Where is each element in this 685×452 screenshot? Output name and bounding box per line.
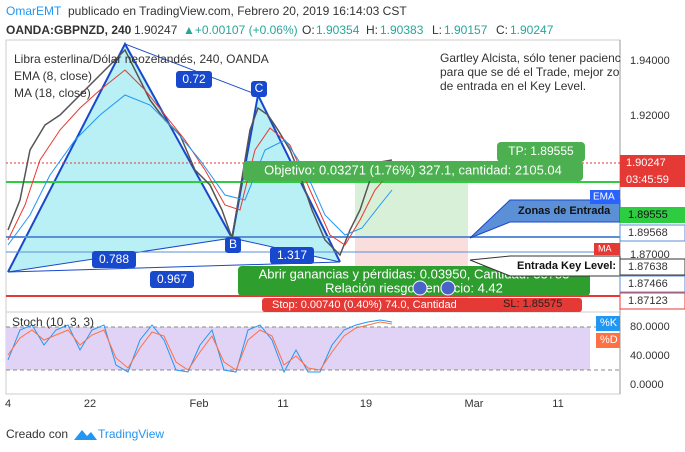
- change: ▲+0.00107 (+0.06%): [183, 23, 298, 37]
- label-box: [270, 247, 314, 264]
- point-b: B: [229, 237, 237, 251]
- last: 1.90247: [134, 23, 178, 37]
- note-line: de entrada en el Key Level.: [440, 79, 586, 93]
- key-callout: [469, 255, 621, 277]
- countdown: 03:45:59: [626, 174, 669, 186]
- last-tag: [620, 155, 685, 187]
- footer-brand[interactable]: TradingView: [98, 427, 164, 441]
- target-box: [243, 161, 583, 181]
- d-tag-box: [596, 333, 620, 348]
- price-tick: 1.92000: [630, 110, 670, 122]
- legend-pair: Libra esterlina/Dólar neozelandés, 240, …: [14, 52, 269, 66]
- point-c: C: [255, 81, 264, 95]
- pattern-xab: [8, 44, 232, 272]
- symbol: OANDA:GBPNZD, 240: [6, 23, 132, 37]
- tag: [619, 292, 685, 310]
- x-tick: Feb: [190, 398, 209, 410]
- ema-tag: EMA: [593, 192, 615, 203]
- price-tick: 1.87000: [630, 249, 670, 261]
- tp-box: [497, 142, 585, 162]
- price-tick: 1.89555: [628, 209, 668, 221]
- tag: [619, 275, 685, 293]
- brand-icon: [74, 430, 97, 440]
- label-box: [92, 251, 136, 268]
- sl-label: SL: 1.85575: [503, 298, 562, 310]
- h: 1.90383: [380, 23, 424, 37]
- x-tick: 11: [277, 398, 288, 410]
- user[interactable]: OmarEMT: [6, 4, 62, 18]
- icon[interactable]: [412, 280, 428, 296]
- zones-label: Zonas de Entrada: [518, 205, 611, 217]
- ema-tag-box: [590, 190, 620, 204]
- h-label: H:: [366, 23, 378, 37]
- price-tick: 1.94000: [630, 55, 670, 67]
- ratio-xb: 0.788: [99, 252, 129, 266]
- x-tick: 11: [552, 398, 563, 410]
- ma-tag-box: [594, 243, 620, 255]
- ma-tag: MA: [598, 243, 612, 253]
- pnl-label: Abrir ganancias y pérdidas: 0.03950, Can…: [259, 266, 570, 281]
- note-line: para que se dé el Trade, mejor zo: [440, 65, 620, 79]
- target-label: Objetivo: 0.03271 (1.76%) 327.1, cantida…: [264, 162, 562, 177]
- label-box: [150, 271, 194, 288]
- legend-ma: MA (18, close): [14, 86, 91, 100]
- k-tag: %K: [600, 317, 618, 329]
- published: publicado en TradingView.com, Febrero 20…: [68, 4, 407, 18]
- stoch-tick: 80.0000: [630, 321, 670, 333]
- label-box: [225, 237, 241, 253]
- pnl-box: [238, 266, 590, 296]
- c-label: C:: [496, 23, 508, 37]
- icon[interactable]: [440, 280, 456, 296]
- stoch-tick: 0.0000: [630, 379, 664, 391]
- o-label: O:: [302, 23, 315, 37]
- x-tick: 19: [360, 398, 372, 410]
- footer-made: Creado con: [6, 427, 68, 441]
- ratio-xd: 0.967: [157, 272, 187, 286]
- x-tick: Mar: [465, 398, 484, 410]
- label-box: [176, 71, 212, 88]
- price-tick: 1.87466: [628, 278, 668, 290]
- ratio-bc: 1.317: [277, 248, 307, 262]
- stoch-title: Stoch (10, 3, 3): [12, 315, 94, 329]
- pattern-ac: [124, 43, 259, 96]
- note-line: Gartley Alcista, sólo tener pacienc: [440, 51, 621, 65]
- price-line: [7, 48, 393, 257]
- tp-tag: [620, 207, 685, 223]
- k-tag-box: [596, 316, 620, 331]
- ma-line: [7, 94, 393, 246]
- d-tag: %D: [600, 334, 618, 346]
- stoch-d: [7, 321, 393, 371]
- l-label: L:: [432, 23, 442, 37]
- o: 1.90354: [316, 23, 360, 37]
- last-price: 1.90247: [626, 157, 666, 169]
- tp-label: TP: 1.89555: [508, 144, 574, 158]
- key-label: Entrada Key Level:: [517, 260, 616, 272]
- ema-line: [7, 69, 393, 246]
- stop-label: Stop: 0.00740 (0.40%) 74.0, Cantidad: [272, 299, 457, 311]
- stop-box: [262, 298, 582, 312]
- l: 1.90157: [444, 23, 488, 37]
- label-box: [251, 81, 267, 97]
- price-tick: 1.87638: [628, 261, 668, 273]
- stoch-band: [6, 327, 590, 370]
- price-tick: 1.89568: [628, 227, 668, 239]
- c: 1.90247: [510, 23, 554, 37]
- x-tick: 22: [84, 398, 96, 410]
- tag: [619, 258, 685, 276]
- price-tick: 1.87123: [628, 295, 668, 307]
- entry-tag: [619, 224, 685, 242]
- ratio-ab: 0.72: [182, 72, 206, 86]
- legend-ema: EMA (8, close): [14, 69, 92, 83]
- x-tick: 4: [5, 398, 11, 410]
- stoch-k: [7, 319, 393, 374]
- stoch-tick: 40.0000: [630, 350, 670, 362]
